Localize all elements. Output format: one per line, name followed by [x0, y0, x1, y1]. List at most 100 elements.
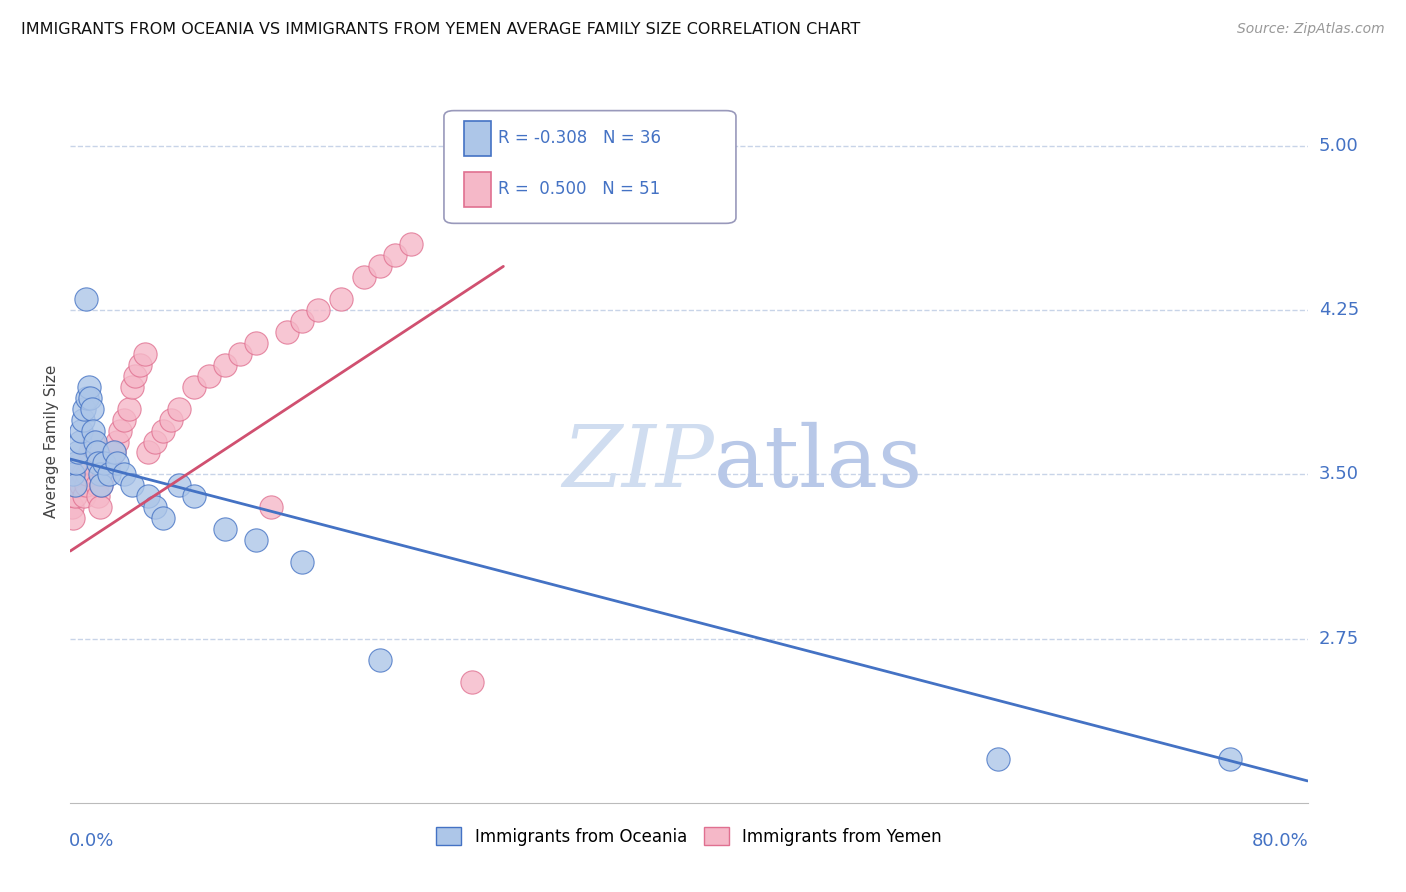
- Text: R = -0.308   N = 36: R = -0.308 N = 36: [498, 129, 661, 147]
- Text: ZIP: ZIP: [562, 422, 714, 505]
- Point: [70, 424, 93, 438]
- Bar: [464, 121, 491, 156]
- Point: [229, 347, 252, 361]
- Point: [93, 467, 115, 482]
- Point: [183, 489, 205, 503]
- Point: [461, 675, 484, 690]
- Point: [77, 380, 100, 394]
- Point: [70, 478, 93, 492]
- Point: [152, 424, 174, 438]
- Bar: [464, 172, 491, 207]
- Point: [98, 467, 120, 482]
- Point: [368, 653, 391, 667]
- Point: [62, 511, 84, 525]
- Point: [93, 457, 115, 471]
- Point: [65, 478, 87, 492]
- Text: 80.0%: 80.0%: [1253, 831, 1309, 850]
- Point: [368, 260, 391, 274]
- Point: [103, 445, 125, 459]
- Point: [89, 467, 111, 482]
- Point: [103, 445, 125, 459]
- Text: IMMIGRANTS FROM OCEANIA VS IMMIGRANTS FROM YEMEN AVERAGE FAMILY SIZE CORRELATION: IMMIGRANTS FROM OCEANIA VS IMMIGRANTS FR…: [21, 22, 860, 37]
- Point: [167, 401, 190, 416]
- Point: [82, 434, 105, 449]
- Point: [291, 314, 314, 328]
- Text: R =  0.500   N = 51: R = 0.500 N = 51: [498, 179, 661, 198]
- Point: [118, 401, 141, 416]
- Point: [145, 434, 166, 449]
- Text: 0.0%: 0.0%: [69, 831, 114, 850]
- Point: [108, 424, 131, 438]
- Point: [260, 500, 283, 515]
- Point: [330, 292, 353, 306]
- Point: [114, 467, 135, 482]
- Point: [136, 445, 159, 459]
- Point: [291, 555, 314, 569]
- Point: [987, 752, 1010, 766]
- Point: [65, 457, 87, 471]
- Point: [121, 478, 143, 492]
- Point: [73, 401, 96, 416]
- Point: [167, 478, 190, 492]
- Point: [75, 478, 97, 492]
- Point: [183, 380, 205, 394]
- Text: 5.00: 5.00: [1319, 137, 1358, 155]
- Point: [87, 457, 110, 471]
- Point: [67, 467, 90, 482]
- Point: [69, 434, 91, 449]
- Point: [214, 522, 236, 536]
- Text: atlas: atlas: [714, 422, 922, 505]
- Point: [76, 467, 98, 482]
- Point: [63, 478, 86, 492]
- Point: [89, 500, 111, 515]
- Point: [84, 434, 107, 449]
- Point: [90, 478, 112, 492]
- Text: 3.50: 3.50: [1319, 466, 1358, 483]
- Point: [160, 412, 183, 426]
- Point: [60, 500, 83, 515]
- Point: [90, 478, 112, 492]
- Point: [214, 358, 236, 372]
- Point: [69, 457, 91, 471]
- Point: [72, 467, 94, 482]
- Point: [114, 412, 135, 426]
- Point: [129, 358, 152, 372]
- Point: [152, 511, 174, 525]
- Legend: Immigrants from Oceania, Immigrants from Yemen: Immigrants from Oceania, Immigrants from…: [430, 821, 948, 852]
- FancyBboxPatch shape: [444, 111, 735, 223]
- Point: [124, 368, 146, 383]
- Point: [84, 467, 107, 482]
- Point: [384, 248, 406, 262]
- Point: [353, 270, 375, 285]
- Point: [198, 368, 221, 383]
- Point: [134, 347, 156, 361]
- Point: [62, 467, 84, 482]
- Point: [63, 489, 86, 503]
- Point: [76, 391, 98, 405]
- Point: [121, 380, 143, 394]
- Point: [82, 424, 105, 438]
- Point: [80, 457, 103, 471]
- Text: 2.75: 2.75: [1319, 630, 1360, 648]
- Point: [75, 292, 97, 306]
- Point: [87, 489, 110, 503]
- Point: [86, 445, 108, 459]
- Point: [98, 457, 120, 471]
- Point: [79, 391, 101, 405]
- Point: [145, 500, 166, 515]
- Point: [86, 478, 108, 492]
- Point: [245, 336, 267, 351]
- Point: [276, 325, 298, 339]
- Text: 4.25: 4.25: [1319, 301, 1360, 319]
- Point: [105, 434, 128, 449]
- Point: [79, 445, 101, 459]
- Point: [73, 489, 96, 503]
- Point: [399, 237, 422, 252]
- Point: [80, 401, 103, 416]
- Point: [245, 533, 267, 547]
- Point: [136, 489, 159, 503]
- Y-axis label: Average Family Size: Average Family Size: [44, 365, 59, 518]
- Point: [307, 303, 329, 318]
- Point: [105, 457, 128, 471]
- Point: [67, 445, 90, 459]
